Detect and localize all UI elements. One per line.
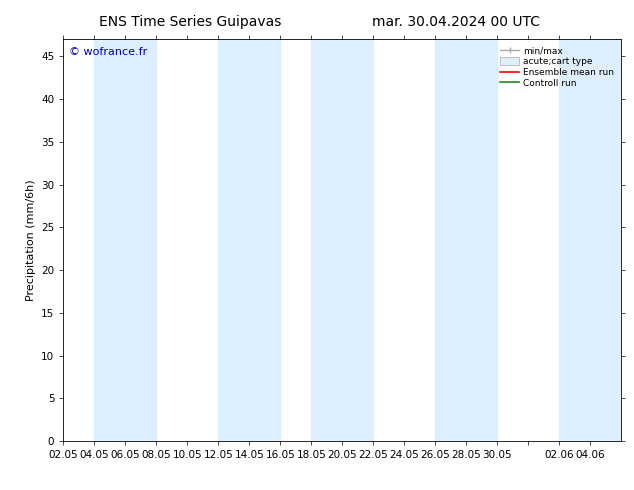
Legend: min/max, acute;cart type, Ensemble mean run, Controll run: min/max, acute;cart type, Ensemble mean … bbox=[497, 44, 617, 91]
Bar bbox=[218, 39, 280, 441]
Bar bbox=[436, 39, 497, 441]
Bar bbox=[94, 39, 157, 441]
Text: ENS Time Series Guipavas: ENS Time Series Guipavas bbox=[99, 15, 281, 29]
Y-axis label: Precipitation (mm/6h): Precipitation (mm/6h) bbox=[25, 179, 36, 301]
Text: mar. 30.04.2024 00 UTC: mar. 30.04.2024 00 UTC bbox=[373, 15, 540, 29]
Bar bbox=[559, 39, 621, 441]
Bar bbox=[311, 39, 373, 441]
Text: © wofrance.fr: © wofrance.fr bbox=[69, 47, 147, 57]
